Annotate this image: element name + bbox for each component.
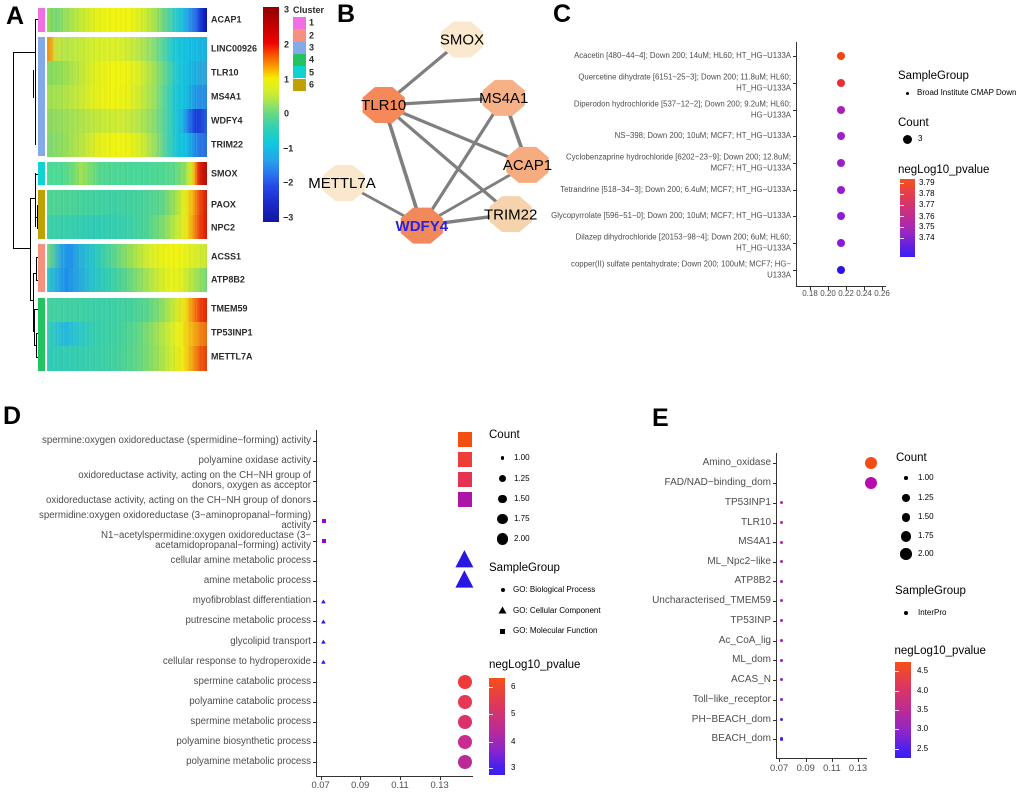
svg-text:METTL7A: METTL7A [308, 175, 376, 192]
svg-text:ACAP1: ACAP1 [503, 157, 552, 174]
svg-text:TRIM22: TRIM22 [484, 206, 537, 223]
svg-text:MS4A1: MS4A1 [479, 90, 528, 107]
svg-text:TLR10: TLR10 [361, 97, 406, 114]
svg-text:SMOX: SMOX [440, 32, 484, 49]
svg-text:WDFY4: WDFY4 [396, 218, 449, 235]
